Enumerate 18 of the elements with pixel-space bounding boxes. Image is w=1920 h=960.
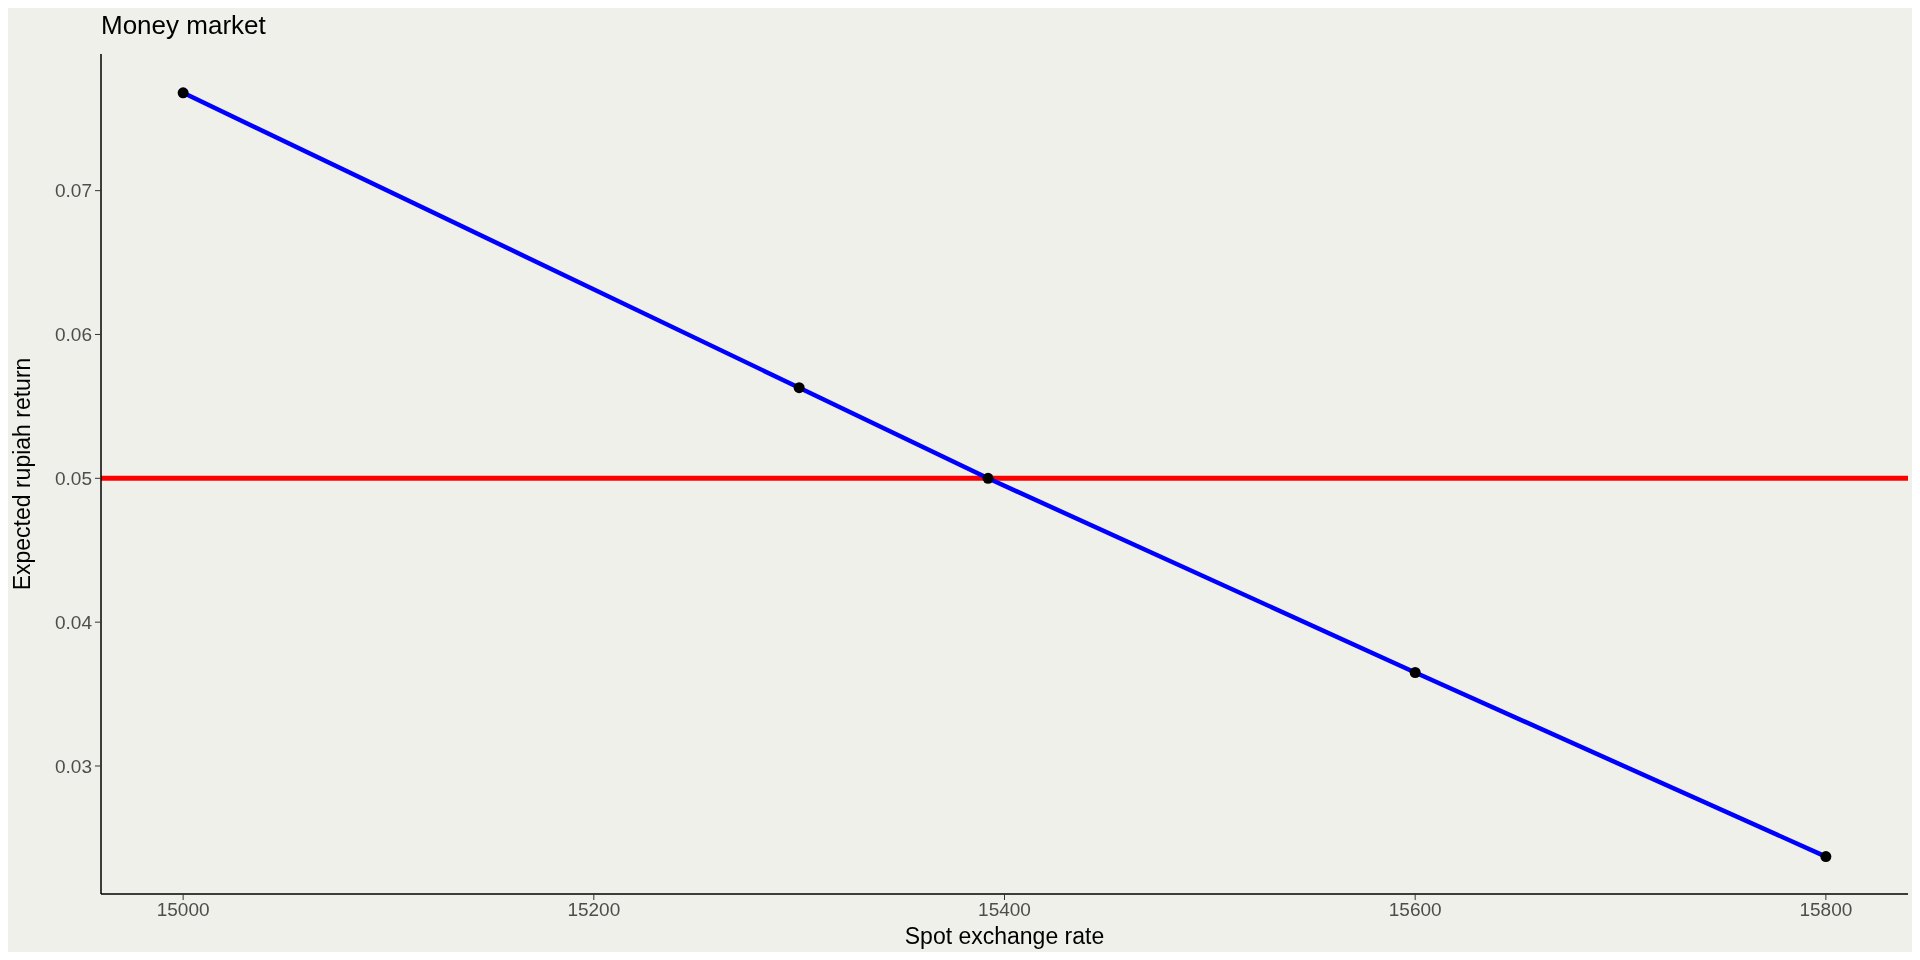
x-axis-title: Spot exchange rate [904,923,1105,949]
y-tick-label: 0.03 [55,755,92,777]
x-tick-label: 15600 [1388,899,1442,920]
point [1409,666,1421,678]
y-tick-label: 0.05 [55,467,92,489]
point [177,87,189,99]
point [1820,851,1832,863]
y-tick-label: 0.07 [55,180,92,202]
x-tick-label: 15800 [1799,899,1853,920]
chart-title: Money market [101,10,267,40]
y-axis-title: Expected rupiah return [9,357,35,591]
y-tick-label: 0.06 [55,324,92,346]
x-tick-label: 15000 [156,899,210,920]
x-tick-label: 15400 [978,899,1031,920]
point [982,472,994,484]
x-tick-label: 15200 [567,899,621,920]
point [793,382,805,394]
y-tick-label: 0.04 [55,611,93,633]
